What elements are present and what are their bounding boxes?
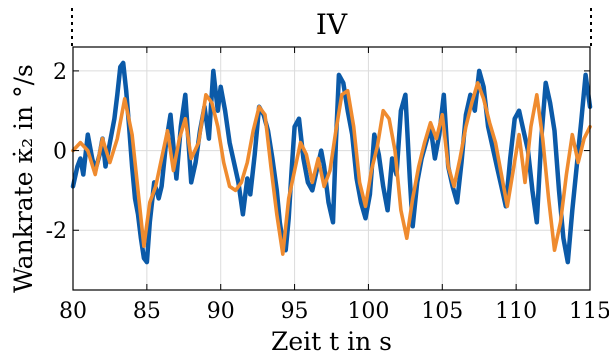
- x-axis-label: Zeit t in s: [271, 327, 392, 356]
- x-tick-label: 95: [281, 299, 309, 324]
- series-layer: [73, 63, 590, 262]
- x-tick-label: 105: [421, 299, 463, 324]
- x-tick-label: 85: [133, 299, 161, 324]
- x-tick-label: 90: [207, 299, 235, 324]
- x-tick-label: 100: [347, 299, 389, 324]
- x-tick-label: 115: [569, 299, 609, 324]
- chart-title: IV: [316, 8, 348, 41]
- y-tick-label: -2: [46, 219, 67, 244]
- x-tick-label: 110: [495, 299, 537, 324]
- y-axis-label: Wankrate κ̇₂ in °/s: [9, 64, 38, 293]
- y-tick-label: 0: [53, 140, 67, 165]
- y-tick-label: 2: [53, 60, 67, 85]
- x-tick-label: 80: [59, 299, 87, 324]
